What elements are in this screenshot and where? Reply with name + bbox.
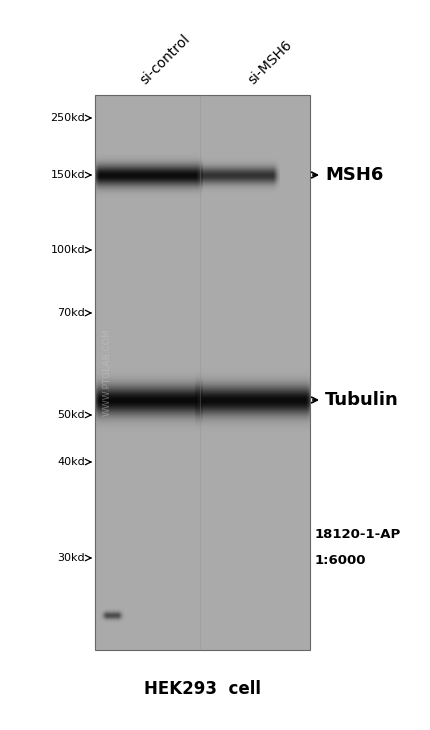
Text: si-control: si-control	[138, 32, 193, 87]
Text: 50kd: 50kd	[57, 410, 85, 420]
Text: MSH6: MSH6	[325, 166, 384, 184]
Text: 70kd: 70kd	[57, 308, 85, 318]
Text: 150kd: 150kd	[50, 170, 85, 180]
Text: 18120-1-AP: 18120-1-AP	[315, 529, 401, 542]
Text: HEK293  cell: HEK293 cell	[144, 680, 261, 698]
Text: 1:6000: 1:6000	[315, 553, 366, 566]
Text: WWW.PTGLAB.COM: WWW.PTGLAB.COM	[102, 328, 111, 416]
Text: 40kd: 40kd	[57, 457, 85, 467]
Bar	[95, 95, 310, 650]
Text: Tubulin: Tubulin	[325, 391, 399, 409]
Text: 100kd: 100kd	[50, 245, 85, 255]
Text: si-MSH6: si-MSH6	[245, 37, 295, 87]
Text: 250kd: 250kd	[50, 113, 85, 123]
Text: 30kd: 30kd	[57, 553, 85, 563]
